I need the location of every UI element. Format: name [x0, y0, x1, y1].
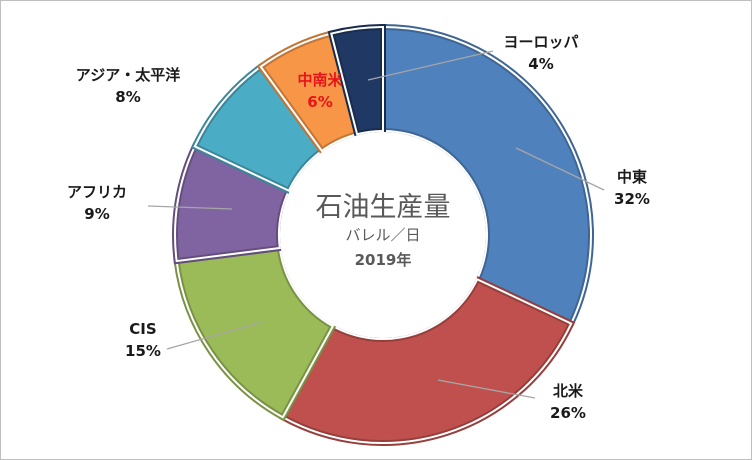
slice-label-percent: 9%: [84, 205, 109, 223]
slice-label-percent: 4%: [528, 55, 553, 73]
slice-label-percent: 6%: [307, 93, 332, 111]
leader-line: [166, 321, 263, 350]
slice-label-percent: 15%: [125, 342, 161, 360]
slice-separator: [175, 246, 335, 419]
slice-label-percent: 8%: [115, 88, 140, 106]
slice-label-name: アジア・太平洋: [76, 66, 180, 84]
slice-label-percent: 32%: [614, 190, 650, 208]
slice-label-name: CIS: [129, 320, 156, 338]
center-label: 石油生産量 バレル／日 2019年: [316, 192, 451, 269]
slice-label-name: 北米: [553, 382, 584, 400]
slice-label-name: 中南米: [297, 71, 343, 89]
slice-label-name: ヨーロッパ: [503, 33, 578, 51]
leader-line: [515, 147, 605, 191]
slice-label-percent: 26%: [550, 404, 586, 422]
slice-separator: [281, 277, 573, 444]
leader-lines: [147, 50, 605, 399]
slice-label-name: アフリカ: [67, 183, 127, 201]
donut-hole: [280, 132, 486, 338]
slice-label-name: 中東: [617, 168, 647, 186]
slice-separator: [382, 25, 592, 325]
leader-line: [437, 379, 536, 399]
slice-separator: [330, 25, 384, 136]
chart-unit: バレル／日: [345, 226, 420, 244]
chart-year: 2019年: [355, 251, 412, 269]
leader-line: [147, 205, 233, 210]
leader-line: [367, 50, 494, 81]
chart-title: 石油生産量: [316, 192, 451, 223]
slice-labels: 中東 32% 北米 26% CIS 15% アフリカ 9% アジア・太平洋 8% 中南米 6% ヨーロッ…: [67, 33, 650, 422]
donut-slices: [172, 23, 594, 446]
